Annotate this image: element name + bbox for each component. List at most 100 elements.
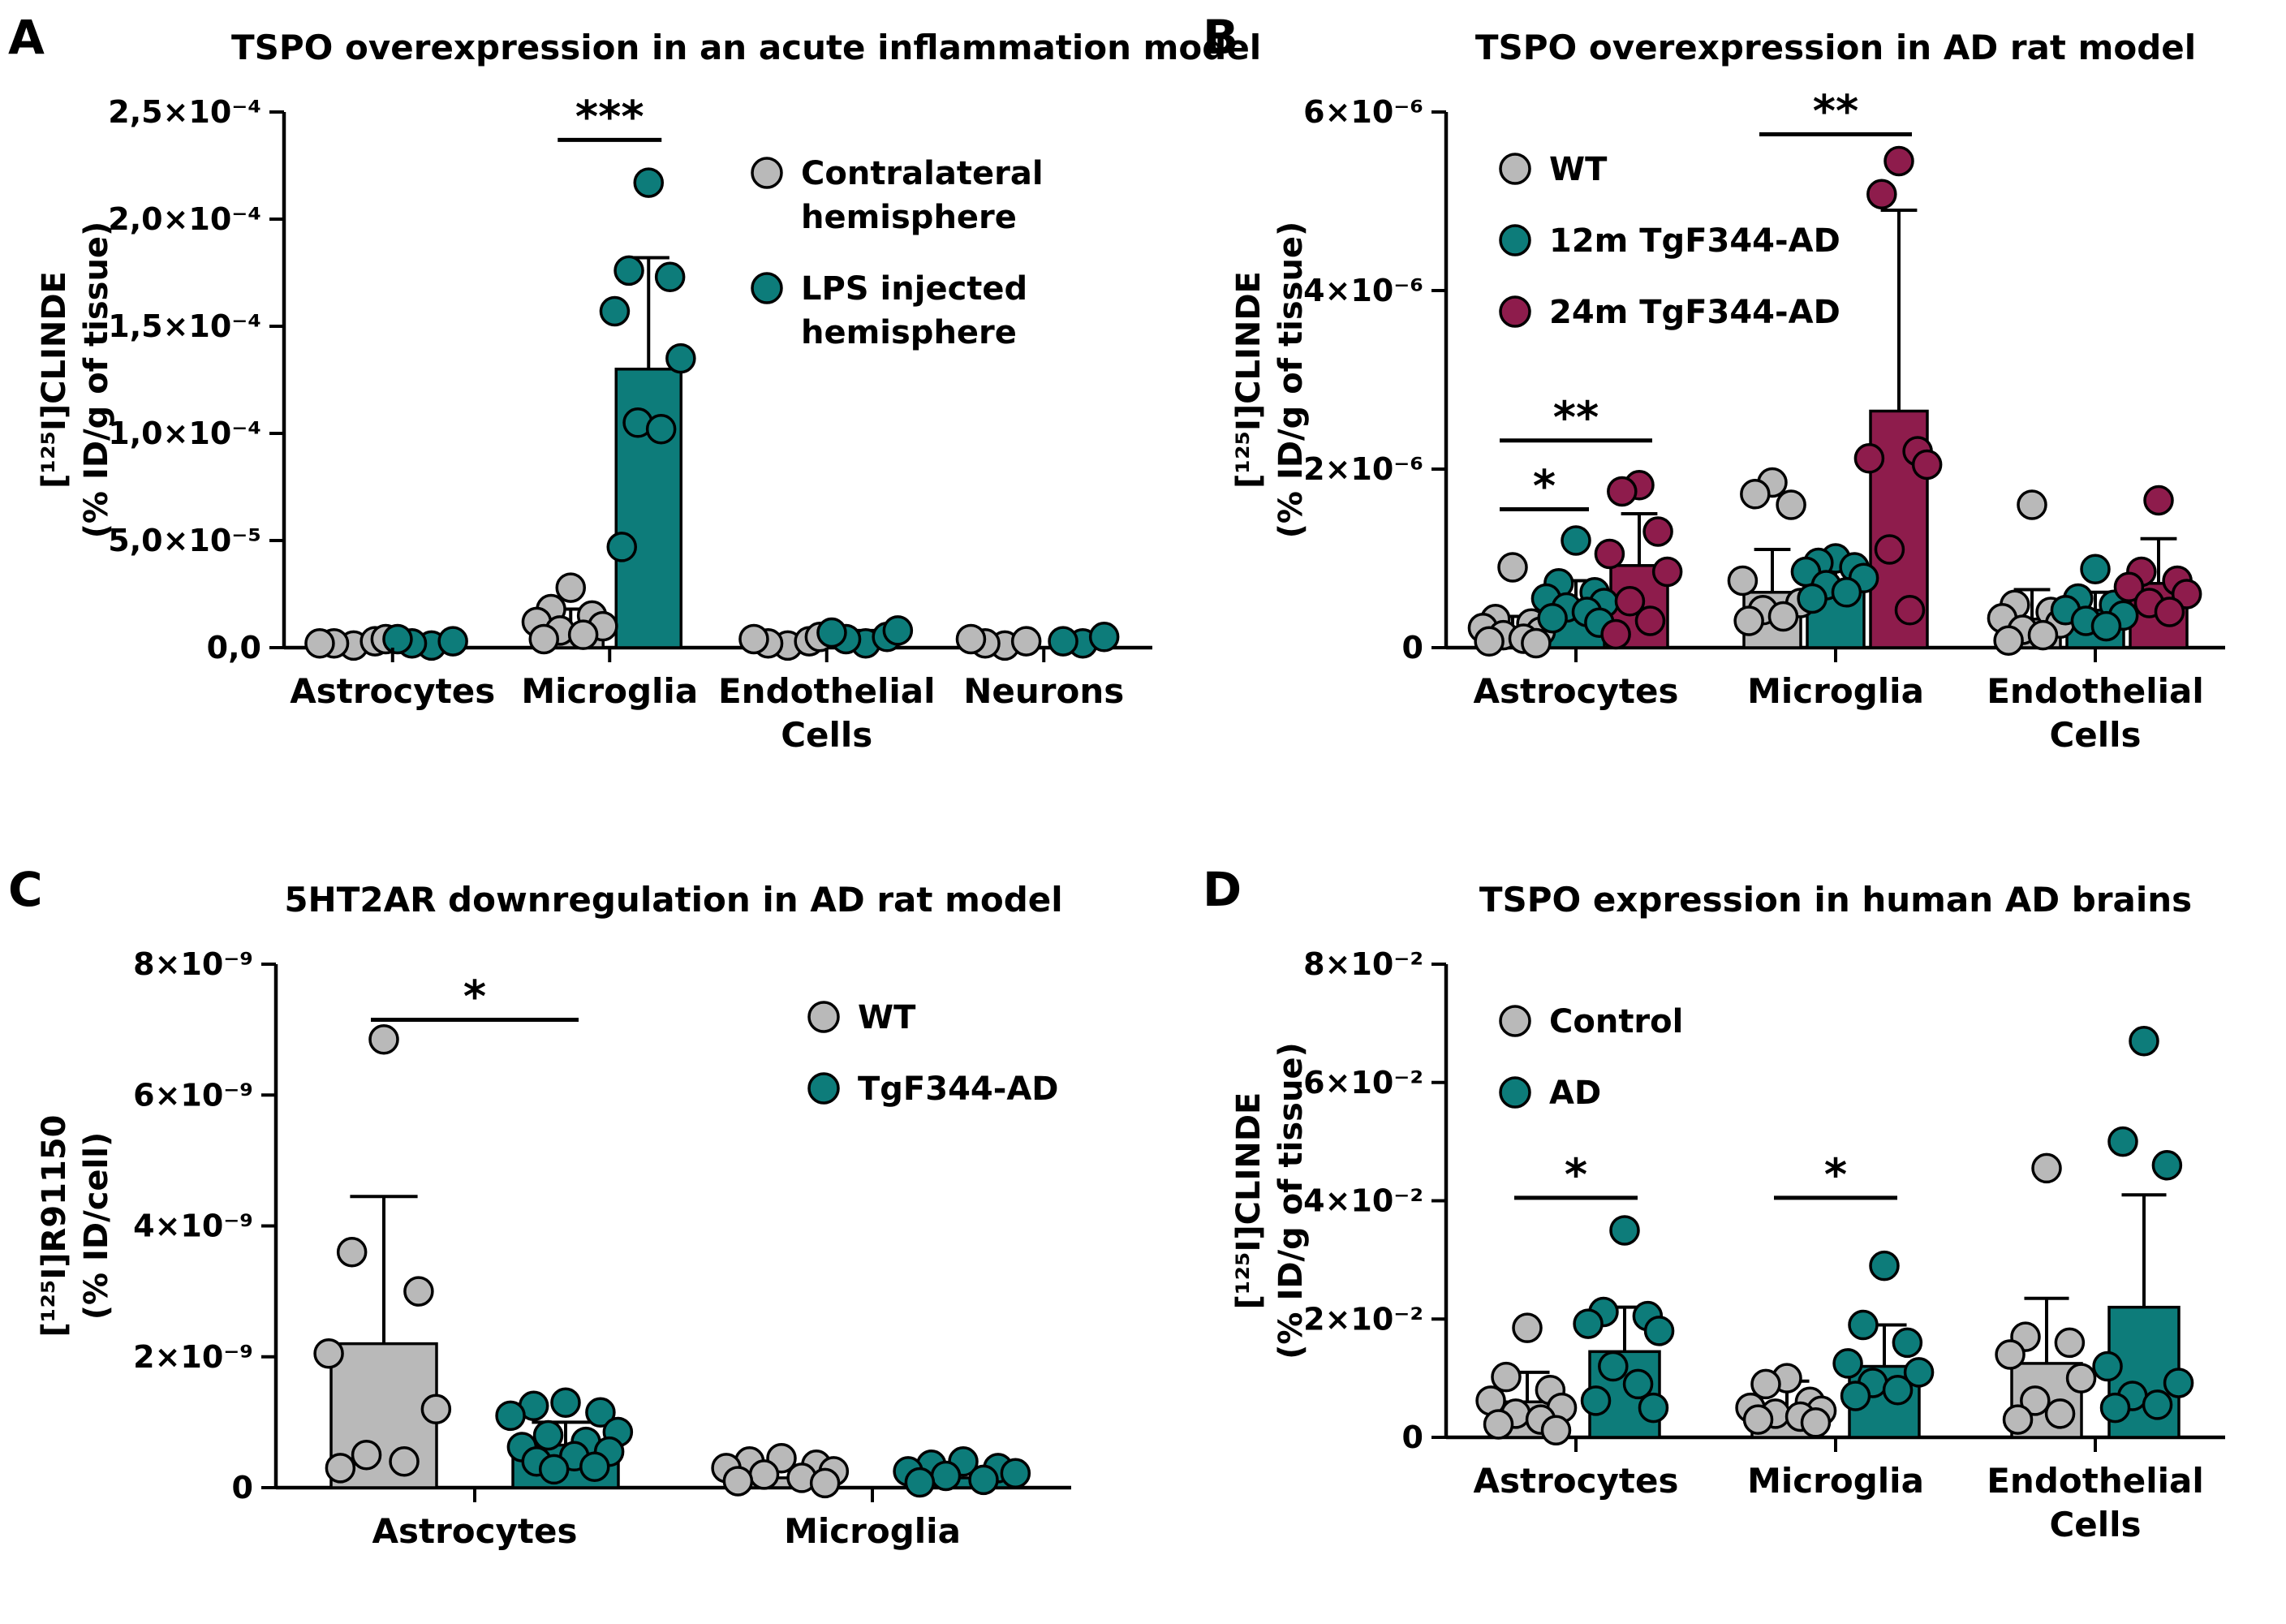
data-point [1832, 1348, 1863, 1379]
category-label: Astrocytes [1474, 671, 1679, 711]
data-point [1993, 625, 2024, 656]
data-point [1840, 1381, 1871, 1411]
significance-label: * [1565, 1149, 1587, 1200]
significance-label: *** [575, 91, 644, 142]
data-point [1894, 595, 1926, 626]
data-point [1607, 476, 1638, 507]
data-point [304, 627, 335, 659]
data-point [585, 1397, 616, 1428]
legend-swatch [751, 157, 783, 189]
data-point [1853, 443, 1885, 474]
data-point [904, 1467, 936, 1498]
data-point [2099, 1392, 2131, 1424]
y-tick-label: 6×10⁻² [1303, 1065, 1423, 1101]
data-point [579, 1451, 610, 1482]
y-tick-label: 6×10⁻⁹ [133, 1077, 253, 1113]
legend-swatch [1499, 153, 1531, 185]
y-tick-label: 0 [1402, 1419, 1423, 1455]
data-point [1874, 534, 1905, 565]
data-point [1733, 605, 1764, 636]
category-label: Astrocytes [290, 671, 495, 711]
data-point [368, 1023, 399, 1055]
data-point [2154, 597, 2185, 627]
data-point [532, 1419, 564, 1451]
legend-label: hemisphere [801, 199, 1017, 236]
data-point [633, 167, 664, 198]
data-point [351, 1439, 382, 1471]
panel-b: B TSPO overexpression in AD rat model 0 2… [1203, 6, 2278, 828]
panel-d: D TSPO expression in human AD brains 0 2×… [1203, 859, 2278, 1618]
legend-label: hemisphere [801, 314, 1017, 351]
data-point [748, 1459, 780, 1490]
data-point [2017, 489, 2047, 520]
category-label: Cells [2049, 715, 2141, 755]
data-point [1580, 1385, 1612, 1416]
data-point [1010, 626, 1042, 657]
data-point [2163, 1368, 2194, 1398]
data-point [1609, 1215, 1640, 1246]
data-point [2151, 1150, 2183, 1181]
y-axis-label: (% ID/g of tissue) [1272, 222, 1310, 539]
data-point [809, 1467, 841, 1499]
y-tick-label: 8×10⁻² [1303, 946, 1423, 982]
data-point [1776, 489, 1806, 520]
legend-label: Control [1549, 1003, 1683, 1040]
chart-b: 0 2×10⁻⁶ 4×10⁻⁶ 6×10⁻⁶ Astrocytes Microglia En… [1230, 86, 2225, 755]
significance-label: * [463, 971, 486, 1023]
data-point [1911, 449, 1943, 480]
data-point [2054, 1327, 2086, 1359]
data-point [2143, 485, 2174, 516]
data-point [1651, 556, 1683, 588]
y-axis-label: [¹²⁵I]R91150 [36, 1115, 73, 1338]
data-point [2113, 571, 2145, 602]
data-point [738, 623, 769, 655]
data-point [1869, 1250, 1900, 1282]
category-label: Microglia [521, 671, 698, 711]
data-point [816, 617, 847, 648]
data-point [2129, 1025, 2159, 1057]
y-tick-label: 5,0×10⁻⁵ [108, 523, 261, 558]
data-point [1483, 1409, 1514, 1440]
significance-label: ** [1813, 86, 1858, 137]
data-point [1491, 1361, 1522, 1393]
data-point [1883, 145, 1914, 177]
data-point [1512, 1312, 1543, 1343]
bar [614, 368, 682, 649]
data-point [2090, 610, 2122, 642]
significance-label: * [1824, 1149, 1847, 1200]
legend-label: 24m TgF344-AD [1549, 294, 1840, 331]
y-axis-label: [¹²⁵I]CLINDE [36, 271, 73, 489]
legend-swatch [807, 1001, 840, 1033]
category-label: Astrocytes [372, 1511, 578, 1551]
data-point [1622, 1368, 1654, 1400]
data-point [1797, 583, 1828, 614]
panel-d-title: TSPO expression in human AD brains [1479, 880, 2193, 920]
data-point [1638, 1392, 1669, 1424]
data-point [382, 623, 413, 655]
data-point [389, 1446, 420, 1477]
data-point [613, 255, 644, 286]
data-point [2080, 554, 2111, 584]
data-point [528, 623, 559, 655]
y-tick-label: 4×10⁻⁶ [1303, 273, 1423, 308]
data-point [1848, 1309, 1879, 1341]
data-point [2027, 619, 2059, 651]
data-point [1634, 605, 1666, 636]
category-label: Cells [781, 715, 872, 755]
data-point [325, 1453, 356, 1484]
data-point [665, 342, 696, 374]
chart-d: 0 2×10⁻² 4×10⁻² 6×10⁻² 8×10⁻² Astrocytes Micro… [1230, 946, 2225, 1544]
y-axis-label: [¹²⁵I]CLINDE [1230, 271, 1268, 489]
y-tick-label: 0 [232, 1470, 253, 1506]
category-label: Astrocytes [1474, 1461, 1679, 1501]
data-point [1573, 1308, 1604, 1339]
panel-a-letter: A [8, 10, 45, 65]
data-point [1740, 479, 1771, 510]
legend-swatch [1499, 1076, 1531, 1109]
data-point [2031, 1152, 2062, 1184]
data-point [336, 1237, 368, 1268]
data-point [495, 1400, 526, 1432]
data-point [968, 1464, 999, 1496]
data-point [403, 1276, 434, 1307]
